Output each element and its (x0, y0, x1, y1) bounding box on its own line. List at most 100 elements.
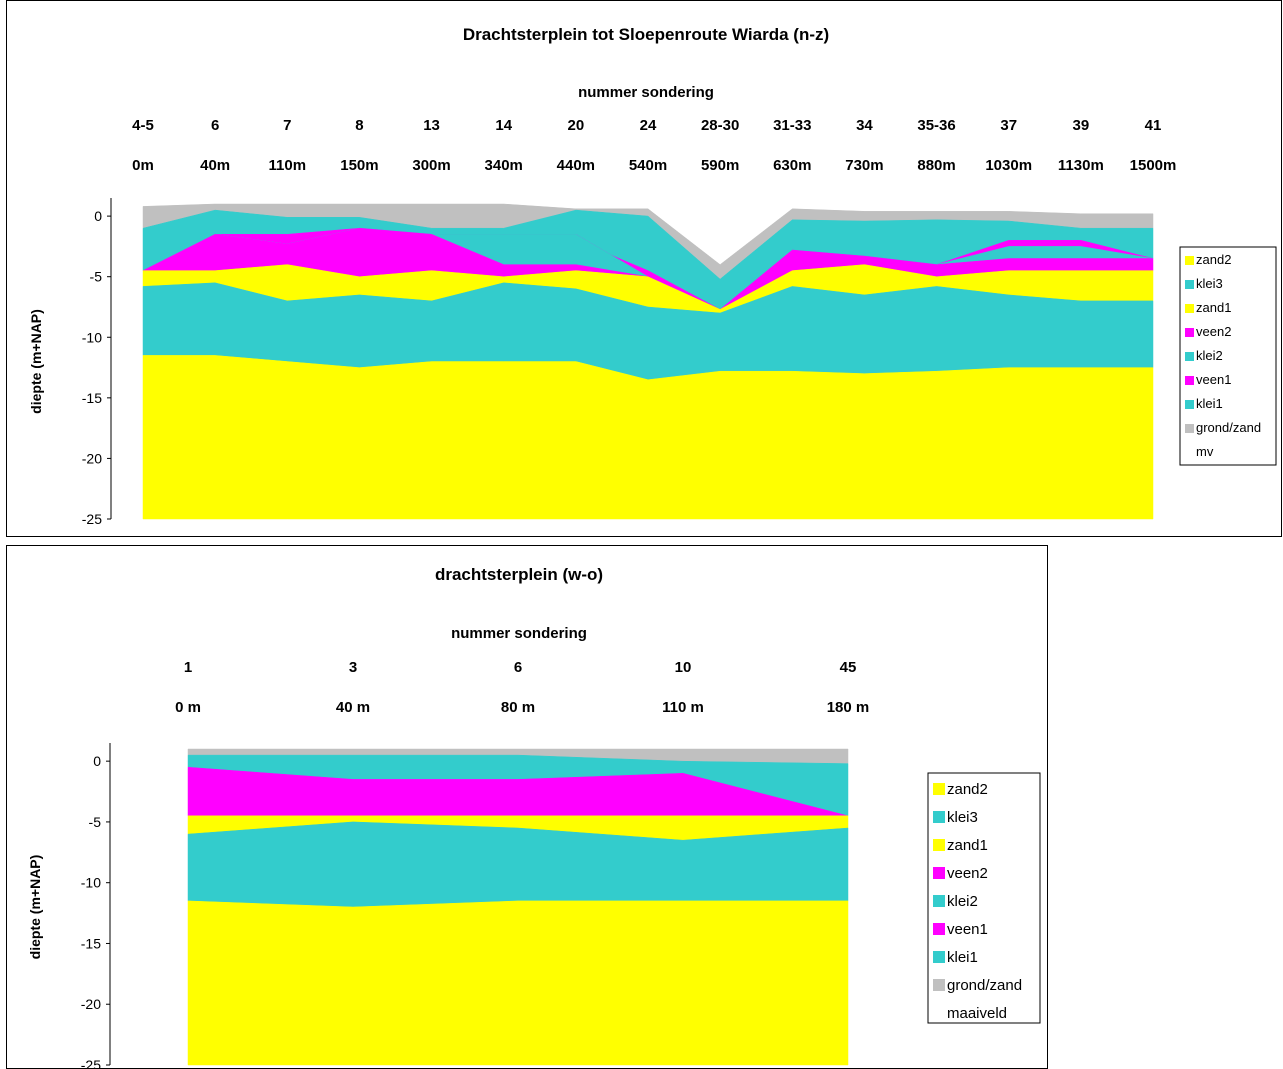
distance-label: 1500m (1130, 157, 1177, 174)
distance-label: 880m (917, 157, 955, 174)
legend-swatch (1185, 400, 1194, 409)
header-label: nummer sondering (451, 625, 587, 642)
distance-label: 80 m (501, 699, 535, 716)
distance-label: 110m (269, 157, 307, 174)
distance-label: 1130m (1058, 157, 1104, 174)
sondering-label: 45 (840, 659, 857, 676)
y-tick-label: -20 (82, 450, 102, 466)
legend-swatch (933, 895, 945, 907)
distance-label: 0 m (175, 699, 201, 716)
sondering-label: 6 (211, 117, 219, 134)
legend-swatch (933, 867, 945, 879)
y-axis-label: diepte (m+NAP) (28, 309, 44, 414)
legend-item: klei3 (1196, 276, 1223, 291)
sondering-label: 31-33 (773, 117, 811, 134)
y-tick-label: -10 (82, 329, 102, 345)
legend-swatch (933, 811, 945, 823)
sondering-label: 39 (1073, 117, 1090, 134)
legend-item: grond/zand (947, 977, 1022, 994)
distance-label: 40m (200, 157, 230, 174)
chart-title: Drachtsterplein tot Sloepenroute Wiarda … (463, 25, 829, 44)
legend-box (1179, 246, 1277, 466)
sondering-label: 7 (283, 117, 291, 134)
layer-zand2 (187, 900, 849, 1066)
sondering-label: 3 (349, 659, 357, 676)
legend-item: maaiveld (947, 1005, 1007, 1022)
legend-box (927, 772, 1041, 1024)
header-label: nummer sondering (578, 84, 714, 101)
legend-item: veen2 (1196, 324, 1231, 339)
sondering-label: 6 (514, 659, 522, 676)
y-tick-label: 0 (93, 753, 101, 769)
legend-swatch (933, 839, 945, 851)
y-tick-label: -20 (81, 996, 101, 1012)
legend-item: klei2 (1196, 348, 1223, 363)
distance-label: 340m (485, 157, 523, 174)
y-tick-label: -15 (82, 390, 102, 406)
sondering-label: 13 (423, 117, 440, 134)
legend-item: klei3 (947, 809, 978, 826)
y-tick-label: -15 (81, 935, 101, 951)
distance-label: 180 m (827, 699, 870, 716)
legend-swatch (1185, 424, 1194, 433)
legend-item: mv (1196, 444, 1214, 459)
sondering-label: 20 (568, 117, 585, 134)
legend-item: klei2 (947, 893, 978, 910)
sondering-label: 34 (856, 117, 873, 134)
legend-swatch (1185, 376, 1194, 385)
chart-title: drachtsterplein (w-o) (435, 565, 603, 584)
legend-swatch (933, 783, 945, 795)
y-tick-label: -25 (82, 511, 102, 527)
sondering-label: 28-30 (701, 117, 739, 134)
distance-label: 150m (340, 157, 378, 174)
distance-label: 730m (845, 157, 883, 174)
legend-item: veen2 (947, 865, 988, 882)
y-tick-label: -5 (89, 814, 102, 830)
legend-item: zand2 (1196, 252, 1231, 267)
distance-label: 0m (132, 157, 154, 174)
chart-top-svg: Drachtsterplein tot Sloepenroute Wiarda … (28, 25, 1277, 527)
sondering-label: 41 (1145, 117, 1162, 134)
legend-item: veen1 (947, 921, 988, 938)
sondering-label: 1 (184, 659, 192, 676)
distance-label: 630m (773, 157, 811, 174)
sondering-label: 24 (640, 117, 657, 134)
y-tick-label: -5 (90, 269, 103, 285)
chart-bottom-svg: drachtsterplein (w-o) nummer sondering 1 3 6… (27, 565, 1041, 1068)
y-tick-label: 0 (94, 208, 102, 224)
chart-panel-bottom: drachtsterplein (w-o) nummer sondering 1 3 6… (6, 545, 1048, 1069)
distance-label: 110 m (662, 699, 704, 716)
legend-item: zand1 (1196, 300, 1231, 315)
distance-label: 440m (557, 157, 595, 174)
distance-label: 590m (701, 157, 739, 174)
legend-swatch (933, 979, 945, 991)
legend-swatch (1185, 304, 1194, 313)
distance-label: 540m (629, 157, 667, 174)
distance-label: 1030m (985, 157, 1032, 174)
y-axis-label: diepte (m+NAP) (27, 855, 43, 960)
legend-swatch (1185, 280, 1194, 289)
sondering-label: 35-36 (917, 117, 955, 134)
distance-label: 40 m (336, 699, 370, 716)
sondering-label: 10 (675, 659, 692, 676)
chart-panel-top: Drachtsterplein tot Sloepenroute Wiarda … (6, 0, 1282, 537)
legend-item: grond/zand (1196, 420, 1261, 435)
legend-item: klei1 (947, 949, 978, 966)
sondering-label: 14 (495, 117, 512, 134)
legend-item: klei1 (1196, 396, 1223, 411)
sondering-label: 37 (1000, 117, 1017, 134)
layer-zand2 (142, 355, 1154, 520)
legend-swatch (1185, 352, 1194, 361)
legend-swatch (1185, 256, 1194, 265)
legend-swatch (933, 951, 945, 963)
legend-item: veen1 (1196, 372, 1231, 387)
sondering-label: 8 (355, 117, 363, 134)
legend-swatch (1185, 328, 1194, 337)
y-tick-label: -10 (81, 875, 101, 891)
sondering-label: 4-5 (132, 117, 154, 134)
legend-item: zand2 (947, 781, 988, 798)
y-tick-label: -25 (81, 1057, 101, 1068)
legend-swatch (933, 923, 945, 935)
distance-label: 300m (412, 157, 450, 174)
legend-item: zand1 (947, 837, 988, 854)
